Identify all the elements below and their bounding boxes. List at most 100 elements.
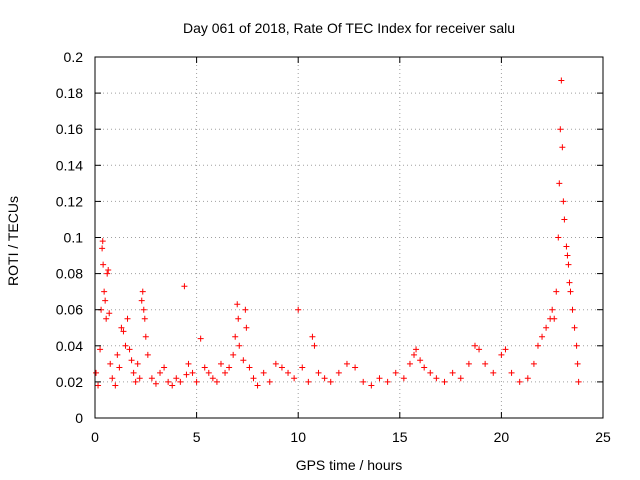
data-point — [112, 382, 119, 389]
y-axis-label: ROTI / TECUs — [5, 196, 21, 286]
data-point — [217, 360, 224, 367]
data-point — [165, 378, 172, 385]
data-point — [376, 375, 383, 382]
data-point — [360, 378, 367, 385]
axis-ticks: 0 5 10 15 20 25 0 0.02 0.04 0.06 0.08 0.1 0.12 0.14 0.… — [56, 49, 611, 445]
data-point — [109, 375, 116, 382]
data-point — [556, 180, 563, 187]
y-tick-label: 0.02 — [56, 374, 83, 390]
data-point — [549, 306, 556, 313]
data-point — [530, 360, 537, 367]
y-tick-label: 0.2 — [64, 49, 84, 65]
data-point — [157, 369, 164, 376]
data-point — [254, 382, 261, 389]
data-point — [197, 335, 204, 342]
data-point — [406, 360, 413, 367]
data-point — [561, 216, 568, 223]
data-point — [240, 357, 247, 364]
data-point — [106, 310, 113, 317]
y-tick-label: 0 — [75, 410, 83, 426]
data-point — [99, 238, 106, 245]
data-points — [93, 77, 582, 389]
x-tick-label: 5 — [193, 429, 201, 445]
data-point — [235, 315, 242, 322]
data-point — [524, 375, 531, 382]
data-point — [102, 297, 109, 304]
x-tick-label: 15 — [392, 429, 408, 445]
data-point — [260, 369, 267, 376]
data-point — [352, 364, 359, 371]
data-point — [148, 375, 155, 382]
data-point — [457, 375, 464, 382]
data-point — [144, 351, 151, 358]
data-point — [433, 375, 440, 382]
data-point — [516, 378, 523, 385]
data-point — [553, 288, 560, 295]
data-point — [543, 324, 550, 331]
data-point — [142, 333, 149, 340]
data-point — [139, 288, 146, 295]
data-point — [421, 364, 428, 371]
data-point — [557, 126, 564, 133]
data-point — [299, 364, 306, 371]
data-point — [99, 245, 106, 252]
data-point — [100, 261, 107, 268]
data-point — [272, 360, 279, 367]
data-point — [368, 382, 375, 389]
data-point — [343, 360, 350, 367]
data-point — [122, 342, 129, 349]
data-point — [101, 288, 108, 295]
data-point — [384, 378, 391, 385]
y-tick-label: 0.1 — [64, 230, 84, 246]
data-point — [246, 364, 253, 371]
data-point — [555, 234, 562, 241]
x-tick-label: 25 — [595, 429, 611, 445]
y-tick-label: 0.08 — [56, 266, 83, 282]
data-point — [321, 375, 328, 382]
data-point — [502, 346, 509, 353]
data-point — [534, 342, 541, 349]
data-point — [222, 369, 229, 376]
data-point — [539, 333, 546, 340]
data-point — [138, 297, 145, 304]
data-point — [574, 360, 581, 367]
data-point — [285, 369, 292, 376]
data-point — [134, 360, 141, 367]
data-point — [243, 324, 250, 331]
data-point — [130, 369, 137, 376]
data-point — [564, 252, 571, 259]
data-point — [417, 357, 424, 364]
data-point — [93, 369, 100, 376]
data-point — [559, 144, 566, 151]
x-tick-label: 0 — [91, 429, 99, 445]
data-point — [400, 375, 407, 382]
data-point — [242, 306, 249, 313]
data-point — [315, 369, 322, 376]
data-point — [124, 315, 131, 322]
data-point — [209, 375, 216, 382]
data-point — [95, 382, 102, 389]
data-point — [567, 288, 574, 295]
data-point — [185, 360, 192, 367]
y-tick-label: 0.12 — [56, 193, 83, 209]
data-point — [278, 364, 285, 371]
data-point — [140, 306, 147, 313]
chart-title: Day 061 of 2018, Rate Of TEC Index for r… — [183, 20, 515, 36]
data-point — [161, 364, 168, 371]
data-point — [232, 333, 239, 340]
data-point — [476, 346, 483, 353]
y-tick-label: 0.04 — [56, 338, 83, 354]
data-point — [193, 378, 200, 385]
data-point — [230, 351, 237, 358]
data-point — [566, 279, 573, 286]
data-point — [498, 351, 505, 358]
data-point — [490, 369, 497, 376]
data-point — [411, 351, 418, 358]
data-point — [571, 324, 578, 331]
data-point — [482, 360, 489, 367]
y-tick-label: 0.06 — [56, 302, 83, 318]
data-point — [305, 378, 312, 385]
data-point — [177, 378, 184, 385]
y-tick-label: 0.16 — [56, 121, 83, 137]
data-point — [105, 266, 112, 273]
